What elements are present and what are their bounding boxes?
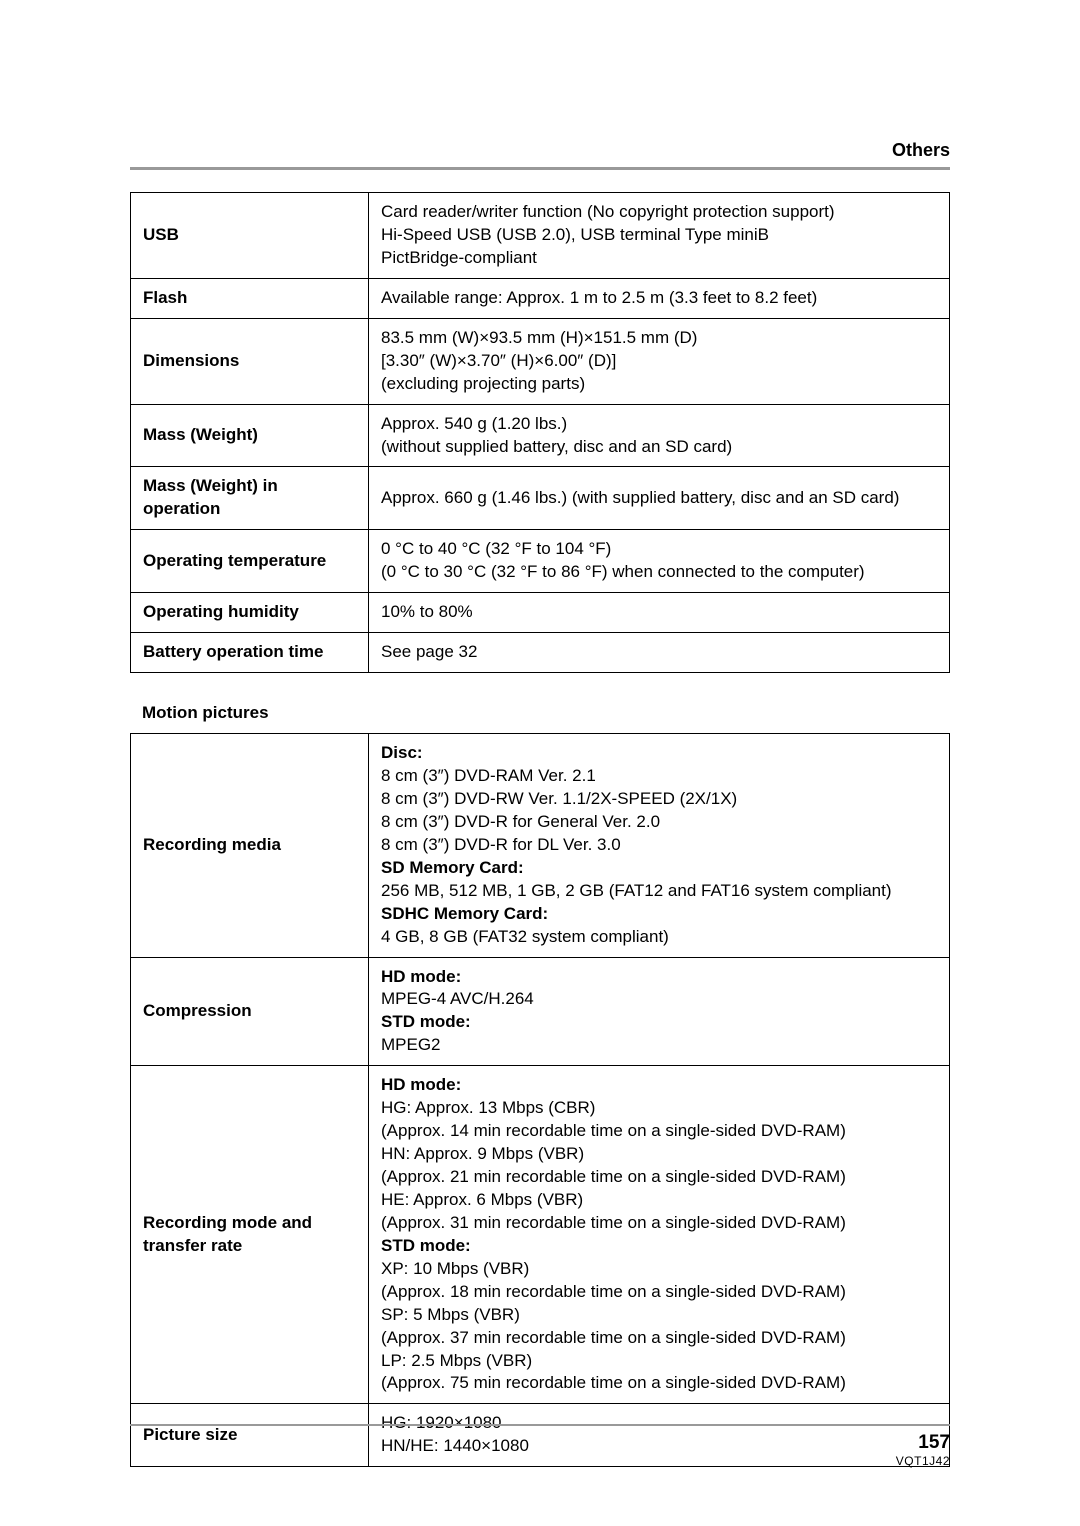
row-value: HG: 1920×1080HN/HE: 1440×1080 — [369, 1404, 950, 1467]
table-row: Recording mediaDisc:8 cm (3″) DVD-RAM Ve… — [131, 734, 950, 957]
row-label: Dimensions — [131, 318, 369, 404]
page-number: 157 — [896, 1432, 950, 1454]
motion-pictures-heading: Motion pictures — [142, 703, 950, 723]
row-value: See page 32 — [369, 633, 950, 673]
table-row: Operating humidity10% to 80% — [131, 593, 950, 633]
row-label: USB — [131, 193, 369, 279]
row-value: 10% to 80% — [369, 593, 950, 633]
row-label: Recording mode and transfer rate — [131, 1066, 369, 1404]
table-row: CompressionHD mode:MPEG-4 AVC/H.264STD m… — [131, 957, 950, 1066]
row-value: HD mode:HG: Approx. 13 Mbps (CBR)(Approx… — [369, 1066, 950, 1404]
row-value: HD mode:MPEG-4 AVC/H.264STD mode:MPEG2 — [369, 957, 950, 1066]
row-label: Operating temperature — [131, 530, 369, 593]
row-value: Available range: Approx. 1 m to 2.5 m (3… — [369, 278, 950, 318]
row-value: Approx. 540 g (1.20 lbs.)(without suppli… — [369, 404, 950, 467]
row-value: Disc:8 cm (3″) DVD-RAM Ver. 2.18 cm (3″)… — [369, 734, 950, 957]
table-row: Mass (Weight) in operationApprox. 660 g … — [131, 467, 950, 530]
row-label: Mass (Weight) — [131, 404, 369, 467]
section-header: Others — [130, 140, 950, 161]
spec-table-2: Recording mediaDisc:8 cm (3″) DVD-RAM Ve… — [130, 733, 950, 1467]
table-row: Picture sizeHG: 1920×1080HN/HE: 1440×108… — [131, 1404, 950, 1467]
row-label: Operating humidity — [131, 593, 369, 633]
row-value: 83.5 mm (W)×93.5 mm (H)×151.5 mm (D)[3.3… — [369, 318, 950, 404]
table-row: FlashAvailable range: Approx. 1 m to 2.5… — [131, 278, 950, 318]
top-rule — [130, 167, 950, 170]
row-value: Card reader/writer function (No copyrigh… — [369, 193, 950, 279]
row-label: Flash — [131, 278, 369, 318]
row-label: Compression — [131, 957, 369, 1066]
table-row: Mass (Weight)Approx. 540 g (1.20 lbs.)(w… — [131, 404, 950, 467]
document-id: VQT1J42 — [896, 1454, 950, 1468]
table-row: Recording mode and transfer rateHD mode:… — [131, 1066, 950, 1404]
row-label: Recording media — [131, 734, 369, 957]
table-row: USBCard reader/writer function (No copyr… — [131, 193, 950, 279]
spec-table-2-body: Recording mediaDisc:8 cm (3″) DVD-RAM Ve… — [131, 734, 950, 1467]
bottom-rule — [130, 1424, 950, 1426]
page-footer: 157 VQT1J42 — [896, 1432, 950, 1468]
row-label: Mass (Weight) in operation — [131, 467, 369, 530]
spec-table-1-body: USBCard reader/writer function (No copyr… — [131, 193, 950, 673]
row-value: 0 °C to 40 °C (32 °F to 104 °F)(0 °C to … — [369, 530, 950, 593]
table-row: Operating temperature0 °C to 40 °C (32 °… — [131, 530, 950, 593]
row-label: Battery operation time — [131, 633, 369, 673]
table-row: Battery operation timeSee page 32 — [131, 633, 950, 673]
row-value: Approx. 660 g (1.46 lbs.) (with supplied… — [369, 467, 950, 530]
spec-table-1: USBCard reader/writer function (No copyr… — [130, 192, 950, 673]
table-row: Dimensions83.5 mm (W)×93.5 mm (H)×151.5 … — [131, 318, 950, 404]
row-label: Picture size — [131, 1404, 369, 1467]
